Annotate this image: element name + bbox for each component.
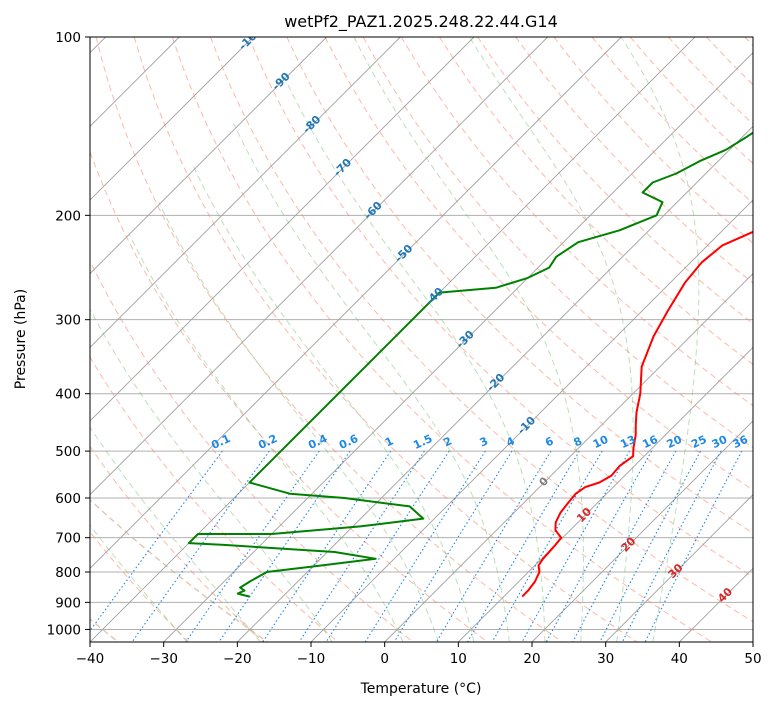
isotherm-line	[90, 37, 475, 422]
dry-adiabat-line	[286, 37, 753, 534]
y-tick-label: 300	[55, 313, 81, 329]
x-tick-label: −40	[76, 651, 105, 667]
y-tick-label: 1000	[47, 622, 81, 638]
moist-adiabat-line	[620, 37, 700, 642]
y-tick-label: 400	[55, 387, 81, 403]
x-axis-label: Temperature (°C)	[360, 681, 482, 697]
y-tick-label: 900	[55, 595, 81, 611]
x-tick-label: 0	[380, 651, 389, 667]
moist-adiabat-line	[158, 201, 439, 642]
y-tick-label: 200	[55, 208, 81, 224]
data-lines	[187, 131, 753, 598]
mixing-ratio-label: 13	[618, 433, 637, 451]
mixing-ratio-line	[393, 450, 513, 642]
background-lines	[90, 37, 753, 642]
y-tick-label: 800	[55, 565, 81, 581]
dry-adiabat-line	[438, 37, 753, 366]
y-tick-label: 500	[55, 444, 81, 460]
isotherm-line	[531, 420, 753, 642]
isotherm-line	[90, 37, 254, 201]
mixing-ratio-label: 16	[640, 433, 660, 451]
dry-adiabat-line	[90, 150, 488, 642]
mixing-ratio-line	[90, 450, 223, 632]
mixing-ratio-line	[599, 450, 701, 642]
isotherm-line	[384, 273, 753, 642]
dry-adiabat-line	[90, 356, 339, 642]
x-tick-label: −30	[149, 651, 178, 667]
moist-adiabat-line	[90, 308, 333, 642]
mixing-ratio-label: 20	[665, 433, 685, 451]
chart-title: wetPf2_PAZ1.2025.248.22.44.G14	[284, 12, 558, 32]
mixing-ratio-line	[572, 450, 677, 642]
moist-adiabat-line	[353, 37, 584, 642]
dry-adiabat-line	[324, 37, 753, 491]
isotherm-line	[90, 37, 327, 275]
y-tick-label: 600	[55, 491, 81, 507]
mixing-ratio-label: 30	[710, 433, 730, 451]
x-tick-label: −20	[223, 651, 252, 667]
x-axis: −40 −30 −20 −10 0 10 20 30 40 50	[76, 642, 762, 667]
temperature-profile-line	[521, 230, 753, 598]
mixing-ratio-label: 36	[731, 433, 751, 451]
mixing-ratio-line	[545, 450, 653, 642]
mixing-ratio-line	[644, 450, 743, 642]
isotherm-line	[90, 37, 548, 496]
x-tick-label: 40	[671, 651, 688, 667]
isotherm-line	[605, 494, 753, 642]
isotherm-line	[90, 37, 401, 348]
dry-adiabat-line	[477, 37, 753, 325]
dry-adiabat-line	[90, 259, 414, 642]
dry-adiabat-line	[248, 37, 753, 578]
mixing-ratio-line	[521, 450, 630, 642]
mixing-ratio-line	[491, 450, 603, 642]
dry-adiabat-line	[133, 37, 638, 642]
mixing-ratio-label: 10	[591, 433, 611, 451]
moist-adiabat-line	[90, 426, 261, 642]
mixing-ratio-line	[298, 450, 425, 642]
moist-adiabat-line	[90, 524, 188, 642]
mixing-ratio-line	[621, 450, 722, 642]
moist-adiabat-line	[128, 233, 404, 642]
x-tick-label: 20	[523, 651, 540, 667]
moist-adiabat-line	[281, 72, 546, 642]
mixing-ratio-label: 25	[689, 433, 708, 451]
x-tick-label: −10	[297, 651, 326, 667]
mixing-ratio-line	[185, 450, 320, 642]
isotherm-line	[90, 37, 622, 569]
y-axis: 100 200 300 400 500 600 700 800 900 1000	[47, 30, 90, 638]
dry-adiabat-line	[171, 37, 712, 642]
dewpoint-profile-line	[187, 131, 753, 598]
moist-adiabat-line	[233, 123, 510, 642]
isotherm-line	[237, 125, 753, 642]
mixing-ratio-line	[262, 450, 392, 642]
moist-adiabat-line	[192, 165, 475, 642]
dry-adiabat-line	[95, 37, 563, 642]
x-tick-label: 30	[597, 651, 614, 667]
y-tick-label: 700	[55, 531, 81, 547]
x-tick-label: 50	[744, 651, 761, 667]
isotherm-line	[163, 52, 753, 642]
mixing-ratio-line	[218, 450, 351, 642]
plot-frame	[89, 36, 754, 643]
y-tick-label: 100	[55, 30, 81, 46]
x-tick-label: 10	[450, 651, 467, 667]
dry-adiabat-line	[210, 37, 753, 623]
y-axis-label: Pressure (hPa)	[13, 289, 29, 389]
dry-adiabat-line	[90, 445, 264, 642]
